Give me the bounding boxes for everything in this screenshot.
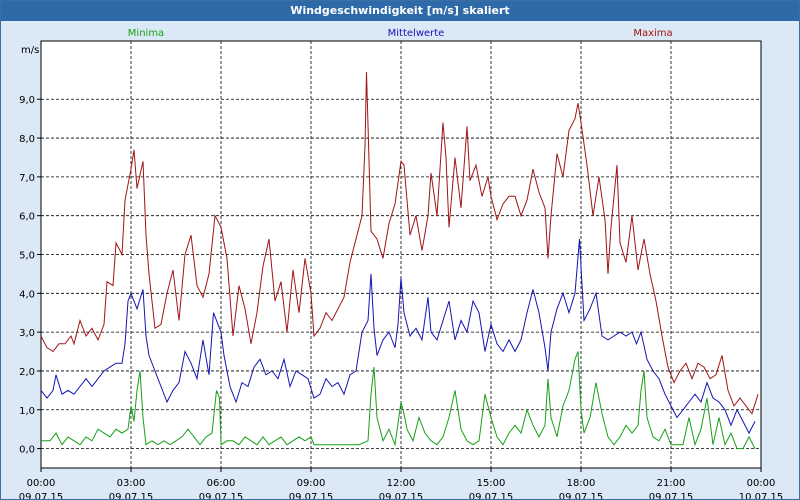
- x-tick-time-label: 12:00: [387, 478, 416, 489]
- y-tick-label: 8,0: [19, 134, 35, 145]
- legend-minima: Minima: [128, 28, 164, 39]
- y-tick-label: 0,0: [19, 445, 35, 456]
- series-line-mittelwerte: [40, 238, 756, 435]
- x-tick-date-label: 09.07.15: [19, 492, 64, 499]
- wind-speed-chart: 0,0 1,0 2,0 3,0 4,0 5,0 6,0 7,0 8,0 9,0 00:00 09.0…: [19, 28, 784, 499]
- chart-area: 0,0 1,0 2,0 3,0 4,0 5,0 6,0 7,0 8,0 9,0 00:00 09.0…: [1, 21, 799, 499]
- x-tick-date-label: 09.07.15: [649, 492, 694, 499]
- x-tick-time-label: 00:00: [27, 478, 56, 489]
- x-tick-date-label: 10.07.15: [739, 492, 784, 499]
- x-axis-ticks: 00:00 09.07.15 03:00 09.07.15 06:00 09.07.15 0…: [19, 468, 784, 499]
- x-tick-time-label: 15:00: [477, 478, 506, 489]
- x-tick-date-label: 09.07.15: [199, 492, 244, 499]
- x-tick-date-label: 09.07.15: [379, 492, 424, 499]
- x-tick-time-label: 18:00: [567, 478, 596, 489]
- y-tick-label: 4,0: [19, 289, 35, 300]
- x-tick-date-label: 09.07.15: [289, 492, 334, 499]
- y-tick-label: 5,0: [19, 251, 35, 262]
- x-tick-time-label: 21:00: [657, 478, 686, 489]
- y-tick-label: 7,0: [19, 173, 35, 184]
- series-lines: [40, 72, 759, 450]
- legend-mittelwerte: Mittelwerte: [388, 28, 445, 39]
- legend: Minima Mittelwerte Maxima: [128, 28, 673, 39]
- legend-maxima: Maxima: [633, 28, 672, 39]
- x-tick-time-label: 03:00: [117, 478, 146, 489]
- y-tick-label: 9,0: [19, 95, 35, 106]
- y-tick-label: 1,0: [19, 406, 35, 417]
- y-tick-label: 2,0: [19, 367, 35, 378]
- y-axis-label: m/s: [21, 45, 39, 56]
- x-tick-time-label: 09:00: [297, 478, 326, 489]
- x-tick-date-label: 09.07.15: [469, 492, 514, 499]
- y-axis-ticks: 0,0 1,0 2,0 3,0 4,0 5,0 6,0 7,0 8,0 9,0: [19, 95, 41, 456]
- y-tick-label: 3,0: [19, 328, 35, 339]
- x-tick-time-label: 00:00: [747, 478, 776, 489]
- series-line-maxima: [40, 72, 759, 415]
- series-line-minima: [41, 351, 756, 450]
- y-tick-label: 6,0: [19, 212, 35, 223]
- chart-title: Windgeschwindigkeit [m/s] skaliert: [1, 1, 799, 21]
- x-tick-date-label: 09.07.15: [109, 492, 154, 499]
- x-tick-date-label: 09.07.15: [559, 492, 604, 499]
- x-tick-time-label: 06:00: [207, 478, 236, 489]
